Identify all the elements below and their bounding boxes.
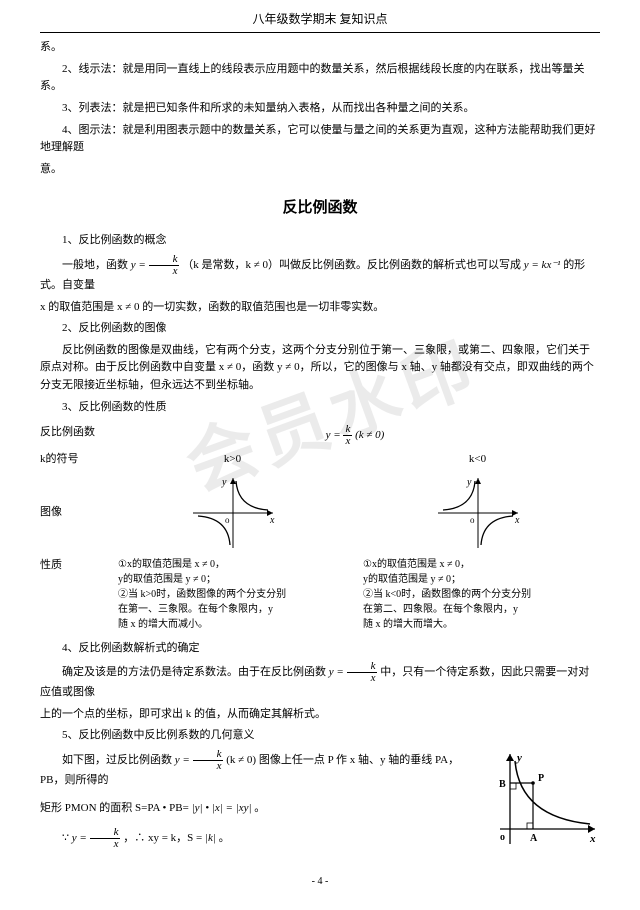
page-footer: - 4 - (40, 874, 600, 890)
center-eq-pre: y = (326, 429, 344, 441)
center-equation: y = kx (k ≠ 0) (326, 429, 385, 441)
prop-neg-4: 在第二、四象限。在每个象限内，y (363, 602, 592, 617)
intro-line4: 意。 (40, 161, 600, 179)
svg-text:x: x (269, 515, 275, 526)
svg-text:P: P (538, 773, 544, 784)
svg-text:y: y (515, 752, 522, 764)
row-label-props: 性质 (40, 557, 110, 632)
k-neg-label: k<0 (355, 451, 600, 469)
svg-text:y: y (466, 477, 472, 488)
analytic-p8a: ∵ (62, 832, 72, 844)
eq-kx1: y = kx⁻¹ (524, 259, 561, 271)
analytic-p8c: 。 (219, 832, 230, 844)
props-positive: ①x的取值范围是 x ≠ 0， y的取值范围是 y ≠ 0； ②当 k>0时，函… (110, 557, 355, 632)
prop-neg-2: y的取值范围是 y ≠ 0； (363, 572, 592, 587)
props-negative: ①x的取值范围是 x ≠ 0， y的取值范围是 y ≠ 0； ②当 k<0时，函… (355, 557, 600, 632)
analytic-p6a: 如下图，过反比例函数 (62, 754, 175, 766)
analytic-p8b: ，∴ xy = k，S = (123, 832, 205, 844)
prop-neg-1: ①x的取值范围是 x ≠ 0， (363, 557, 592, 572)
chart-k-negative: x y o (355, 473, 600, 553)
svg-text:o: o (225, 515, 230, 525)
concept-p1: 一般地，函数 y = kx （k 是常数，k ≠ 0）叫做反比例函数。反比例函数… (40, 254, 600, 295)
analytic-p4: 确定及该是的方法仍是待定系数法。由于在反比例函数 y = kx 中，只有一个待定… (40, 661, 600, 702)
eq-y-kx-2: y = kx (329, 666, 378, 678)
intro-line0: 系。 (40, 39, 600, 57)
prop-neg-3: ②当 k<0时，函数图像的两个分支分别 (363, 587, 592, 602)
analytic-p5: 上的一个点的坐标，即可求出 k 的值，从而确定其解析式。 (40, 706, 600, 724)
row-label-image: 图像 (40, 504, 110, 522)
analytic-p4a: 确定及该是的方法仍是待定系数法。由于在反比例函数 (62, 666, 329, 678)
page-header: 八年级数学期末 复知识点 (40, 10, 600, 33)
concept-h2: 2、反比例函数的图像 (40, 320, 600, 338)
analytic-h4: 4、反比例函数解析式的确定 (40, 640, 600, 658)
analytic-p7b: 。 (254, 802, 265, 814)
center-equation-cell: y = kx (k ≠ 0) (110, 424, 600, 447)
row-label-fn: 反比例函数 (40, 424, 110, 447)
intro-line2: 3、列表法：就是把已知条件和所求的未知量纳入表格，从而找出各种量之间的关系。 (40, 100, 600, 118)
diagram-pmon: x y o P B A (490, 749, 600, 849)
page-container: 八年级数学期末 复知识点 系。 2、线示法：就是用同一直线上的线段表示应用题中的… (0, 0, 640, 910)
chart-k-positive: x y o (110, 473, 355, 553)
center-eq-suf: (k ≠ 0) (352, 429, 384, 441)
svg-text:o: o (500, 832, 505, 843)
concept-p1a: 一般地，函数 (62, 259, 131, 271)
k-pos-label: k>0 (110, 451, 355, 469)
section-title: 反比例函数 (40, 196, 600, 220)
concept-p2: x 的取值范围是 x ≠ 0 的一切实数，函数的取值范围也是一切非零实数。 (40, 299, 600, 317)
row-label-sign: k的符号 (40, 451, 110, 469)
prop-pos-2: y的取值范围是 y ≠ 0； (118, 572, 347, 587)
prop-pos-3: ②当 k>0时，函数图像的两个分支分别 (118, 587, 347, 602)
eq-y-kx-4: y = kx (72, 832, 121, 844)
concept-p1b: （k 是常数，k ≠ 0）叫做反比例函数。反比例函数的解析式也可以写成 (182, 259, 524, 271)
prop-pos-4: 在第一、三象限。在每个象限内，y (118, 602, 347, 617)
intro-line1: 2、线示法：就是用同一直线上的线段表示应用题中的数量关系，然后根据线段长度的内在… (40, 61, 600, 96)
eq-y-kx-3: y = kx (175, 754, 224, 766)
intro-line3: 4、图示法：就是利用图表示题中的数量关系，它可以使量与量之间的关系更为直观，这种… (40, 122, 600, 157)
prop-pos-5: 随 x 的增大而减小。 (118, 617, 347, 632)
concept-h3: 3、反比例函数的性质 (40, 399, 600, 417)
svg-text:x: x (589, 833, 596, 845)
eq-abs2: |k| (205, 832, 216, 844)
prop-neg-5: 随 x 的增大而增大。 (363, 617, 592, 632)
eq-y-kx: y = kx (131, 259, 180, 271)
eq-abs: |y| • |x| = |xy| (192, 802, 252, 814)
svg-text:o: o (470, 515, 475, 525)
properties-table: 反比例函数 y = kx (k ≠ 0) k的符号 k>0 k<0 图像 x (40, 424, 600, 632)
analytic-p7a: 矩形 PMON 的面积 S=PA • PB= (40, 802, 189, 814)
prop-pos-1: ①x的取值范围是 x ≠ 0， (118, 557, 347, 572)
svg-text:x: x (514, 515, 520, 526)
svg-text:y: y (221, 477, 227, 488)
analytic-h5: 5、反比例函数中反比例系数的几何意义 (40, 727, 600, 745)
svg-text:A: A (530, 833, 538, 844)
concept-h1: 1、反比例函数的概念 (40, 232, 600, 250)
concept-p3: 反比例函数的图像是双曲线，它有两个分支，这两个分支分别位于第一、三象限，或第二、… (40, 342, 600, 395)
svg-text:B: B (499, 779, 506, 790)
